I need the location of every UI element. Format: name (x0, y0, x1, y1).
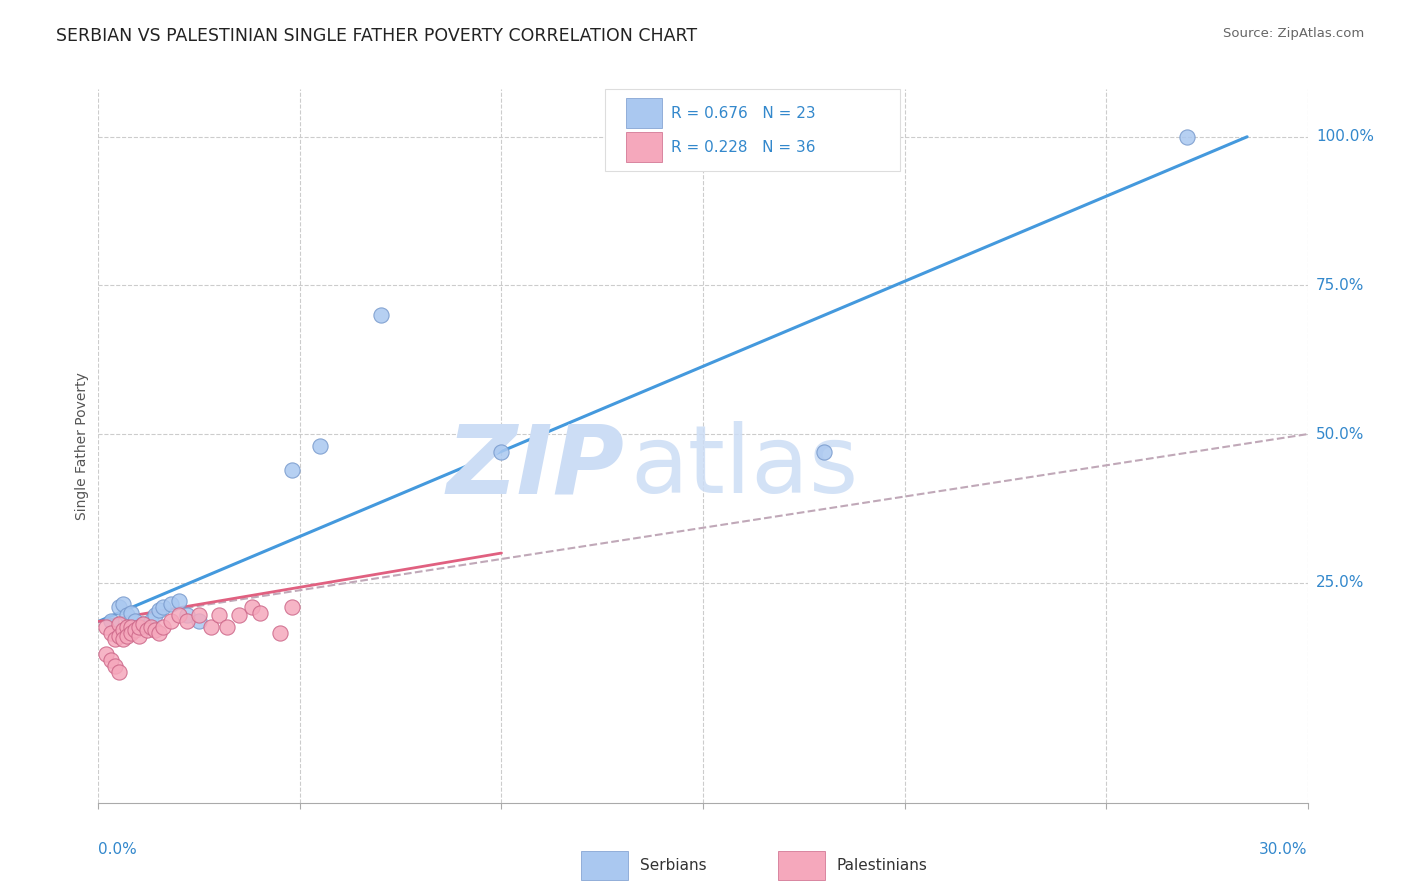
Point (103, 632, 125, 647)
Text: 0.0%: 0.0% (98, 842, 138, 856)
Text: ZIP: ZIP (447, 421, 624, 514)
Point (135, 620, 157, 634)
Point (188, 608, 211, 623)
Point (103, 659, 125, 673)
Text: 25.0%: 25.0% (1316, 575, 1364, 591)
Point (96, 620, 118, 634)
Point (120, 606, 142, 620)
Point (148, 602, 170, 616)
Point (128, 629, 150, 643)
Point (491, 445, 513, 459)
Point (115, 608, 138, 623)
Point (128, 620, 150, 634)
Point (143, 624, 166, 638)
Point (148, 626, 170, 640)
Point (124, 624, 146, 638)
Point (107, 665, 129, 679)
Text: R = 0.676   N = 23: R = 0.676 N = 23 (671, 106, 815, 120)
Point (111, 597, 134, 611)
Text: 100.0%: 100.0% (1316, 129, 1374, 145)
Text: 50.0%: 50.0% (1316, 426, 1364, 442)
Point (139, 620, 162, 634)
Point (1175, 129, 1198, 144)
Point (269, 626, 291, 640)
Point (96, 647, 118, 661)
Point (152, 599, 174, 614)
Text: SERBIAN VS PALESTINIAN SINGLE FATHER POVERTY CORRELATION CHART: SERBIAN VS PALESTINIAN SINGLE FATHER POV… (56, 27, 697, 45)
Point (132, 617, 155, 632)
Point (176, 615, 198, 629)
Point (281, 463, 304, 477)
Point (128, 620, 150, 634)
Point (176, 608, 198, 623)
Text: atlas: atlas (630, 421, 859, 514)
Point (208, 608, 231, 623)
Point (143, 608, 166, 623)
Point (309, 439, 332, 453)
Text: R = 0.228   N = 36: R = 0.228 N = 36 (671, 140, 815, 154)
Point (240, 599, 263, 614)
Point (370, 308, 392, 322)
Point (120, 620, 142, 634)
Point (115, 620, 138, 634)
Point (107, 599, 129, 614)
Text: 30.0%: 30.0% (1260, 842, 1308, 856)
Y-axis label: Single Father Poverty: Single Father Poverty (76, 372, 90, 520)
Point (188, 615, 211, 629)
Point (120, 626, 142, 640)
Text: Source: ZipAtlas.com: Source: ZipAtlas.com (1223, 27, 1364, 40)
Point (124, 615, 146, 629)
Point (160, 597, 183, 611)
Point (111, 632, 134, 647)
Text: Palestinians: Palestinians (837, 858, 928, 872)
Point (200, 620, 222, 634)
Point (100, 653, 122, 667)
Point (217, 620, 239, 634)
Point (135, 624, 157, 638)
Point (167, 593, 190, 607)
Text: Serbians: Serbians (640, 858, 706, 872)
Point (107, 617, 129, 632)
Point (228, 608, 250, 623)
Point (249, 606, 271, 620)
Point (813, 445, 835, 459)
Point (107, 629, 129, 643)
Point (160, 615, 183, 629)
Point (132, 617, 155, 632)
Point (167, 608, 190, 623)
Point (139, 615, 162, 629)
Point (115, 629, 138, 643)
Point (152, 620, 174, 634)
Text: 75.0%: 75.0% (1316, 278, 1364, 293)
Point (100, 626, 122, 640)
Point (100, 615, 122, 629)
Point (111, 624, 134, 638)
Point (281, 599, 304, 614)
